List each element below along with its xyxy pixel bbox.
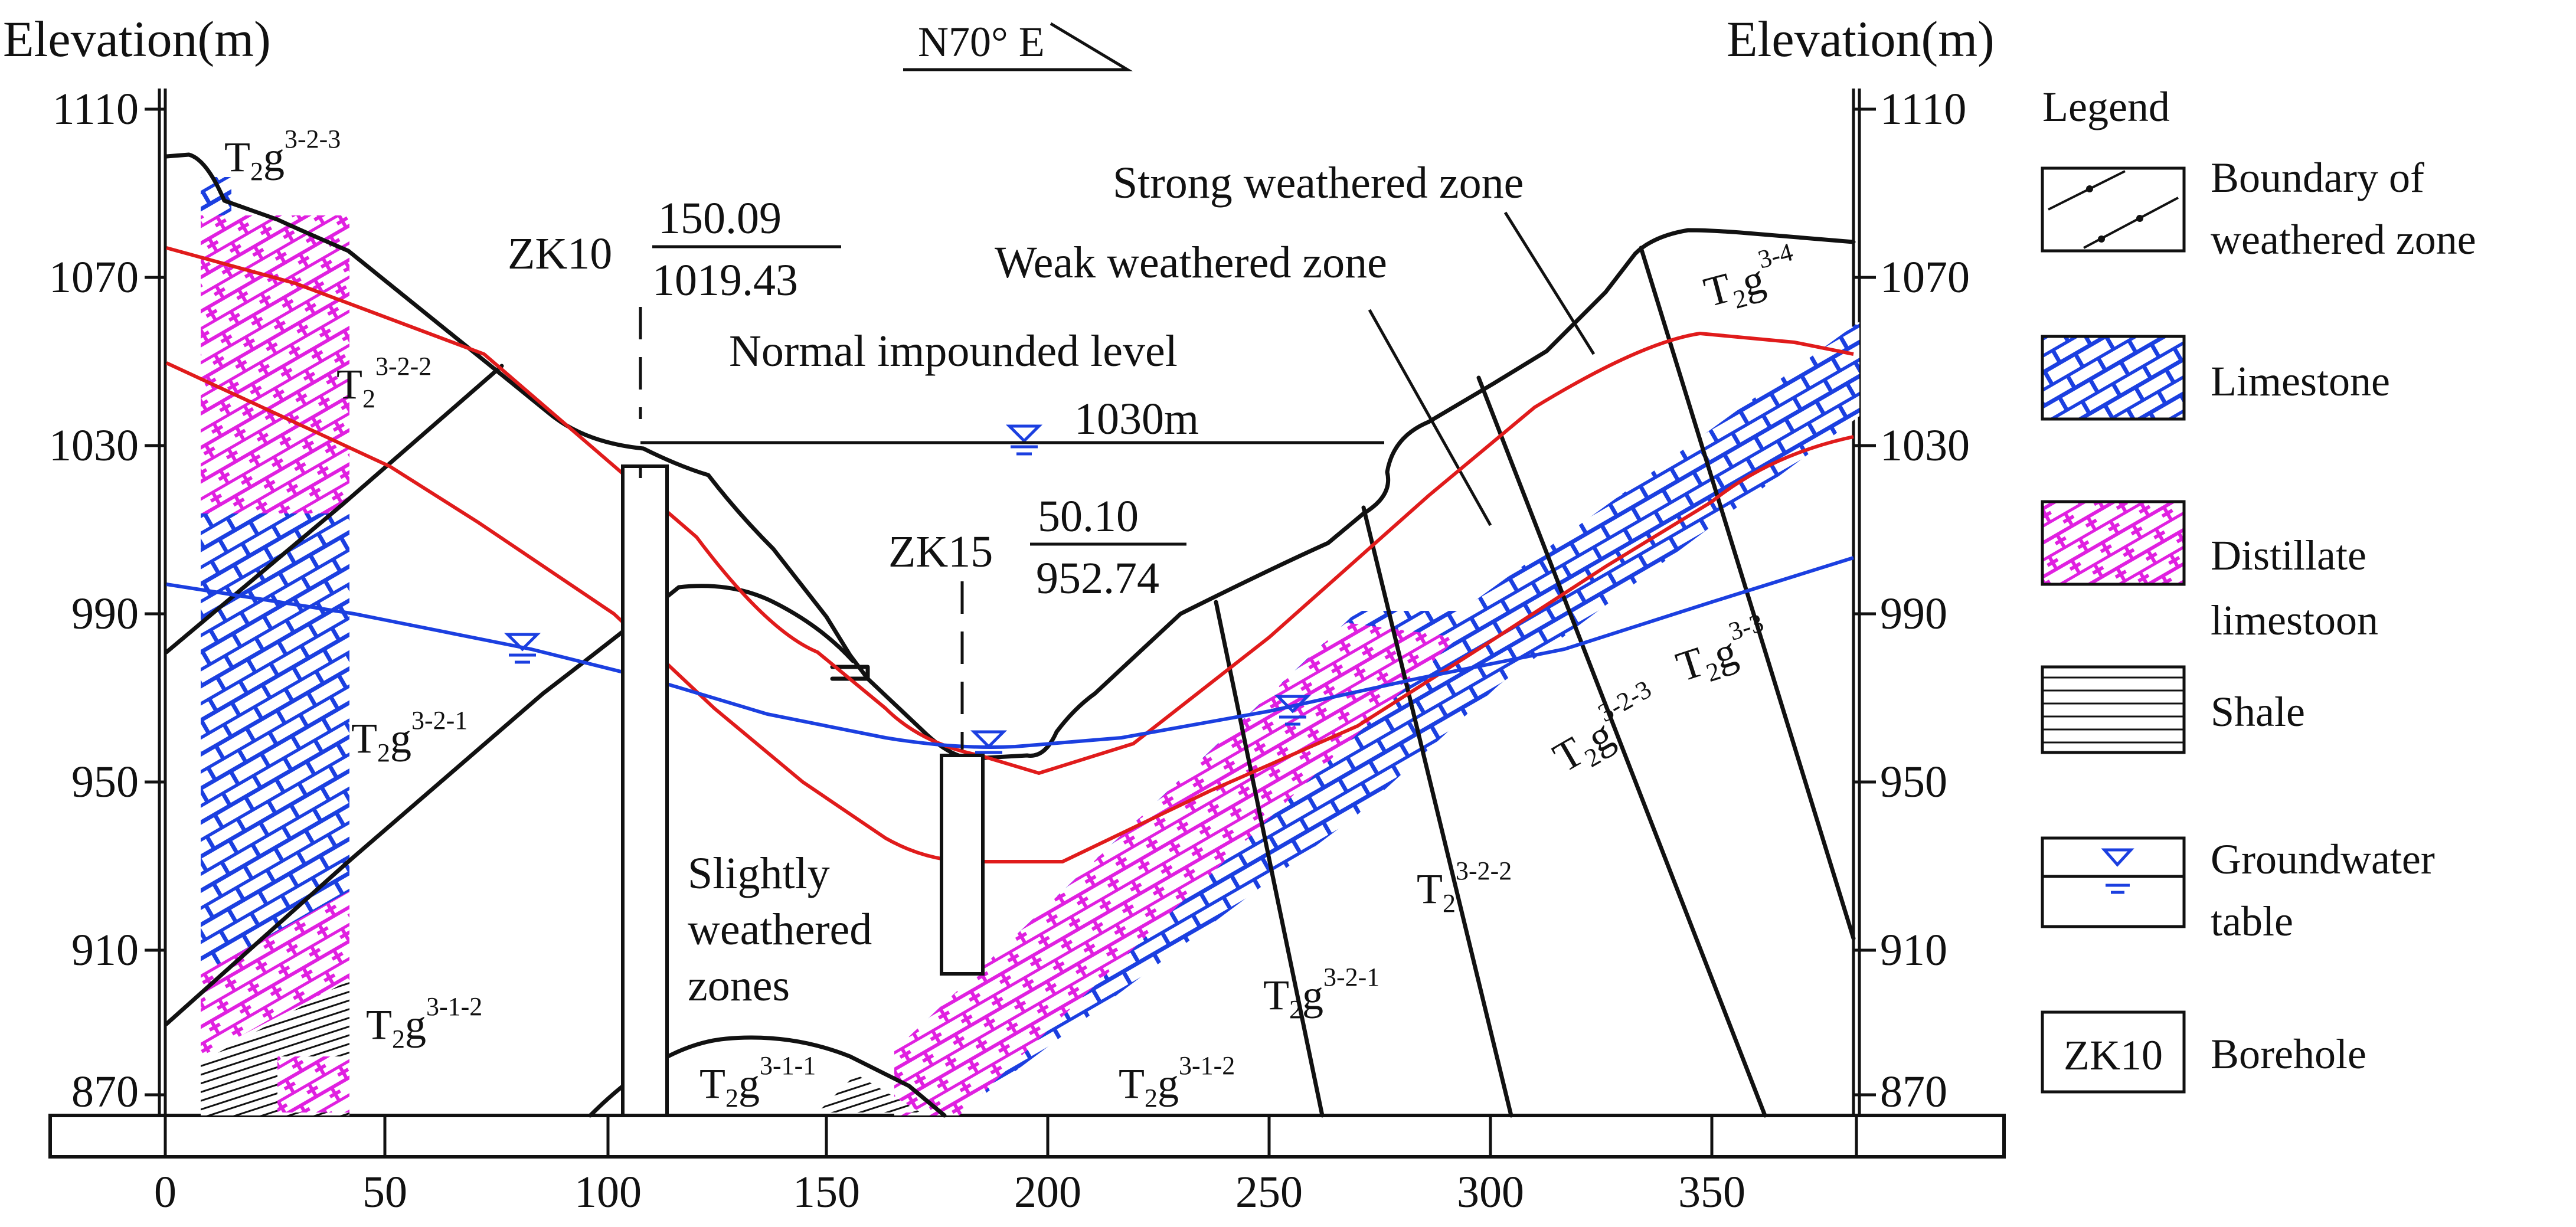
shale-wedge [818,1074,921,1113]
zk15-id: ZK15 [888,527,993,577]
distillate-col-bottom [277,1056,349,1113]
water-table-symbols [504,424,1312,754]
legend-boundary-line1: Boundary of [2211,154,2424,201]
legend-boundary-line2: weathered zone [2211,216,2476,263]
weak-weathered-boundary [165,361,1854,863]
legend-limestone-label: Limestone [2211,358,2390,405]
impounded-level-value: 1030m [1074,394,1199,444]
legend-item-limestone: Limestone [2041,335,2390,421]
x-tick-200: 200 [1014,1167,1081,1217]
direction-arrow [903,22,1133,71]
strong-zone-label: Strong weathered zone [1113,158,1524,208]
y-tick-950-left: 950 [71,757,139,807]
x-tick-50: 50 [362,1167,407,1217]
zk10-bottom-value: 1019.43 [652,256,798,305]
right-axis-title: Elevation(m) [1727,11,1995,67]
legend-groundwater-line1: Groundwater [2211,836,2435,883]
slight-zone-line3: zones [688,961,790,1010]
stratum-t312-left: T2g3-1-2 [366,992,482,1053]
y-tick-990-right: 990 [1880,589,1947,639]
stratum-t323-right: T2g3-2-3 [1541,675,1673,786]
x-tick-100: 100 [574,1167,642,1217]
legend-item-groundwater: Groundwater table [2041,836,2435,945]
legend-item-shale: Shale [2041,665,2305,754]
lithology-fills [201,177,1859,1115]
legend-groundwater-line2: table [2211,898,2293,945]
y-tick-1070-right: 1070 [1880,253,1970,302]
distillate-col-lower [201,891,349,1056]
legend-title: Legend [2042,83,2170,130]
water-symbol-impounded [1005,424,1043,456]
y-tick-1030-right: 1030 [1880,421,1970,470]
water-symbol-right [1274,695,1312,726]
groundwater-line [166,556,1854,749]
y-tick-950-right: 950 [1880,757,1947,807]
legend-borehole-symbol: ZK10 [2064,1032,2163,1079]
stratum-t312-mid: T2g3-1-2 [1119,1051,1235,1113]
x-tick-250: 250 [1235,1167,1303,1217]
y-tick-910-right: 910 [1880,925,1947,975]
zk10-id: ZK10 [508,229,612,279]
x-axis: 0 50 100 150 200 250 300 350 [48,1114,2006,1217]
legend-item-boundary: Boundary of weathered zone [2041,154,2476,263]
ground-surface [164,152,1856,761]
stratum-t323-left: T2g3-2-3 [224,125,341,186]
legend-shale-label: Shale [2211,688,2305,735]
left-axis-title: Elevation(m) [3,11,271,67]
y-tick-1110-right: 1110 [1880,84,1966,134]
legend-distillate-line2: limestoon [2211,597,2378,644]
legend-borehole-label: Borehole [2211,1030,2366,1078]
stratum-t311: T2g3-1-1 [699,1051,816,1113]
y-tick-990-left: 990 [71,589,139,639]
x-tick-150: 150 [793,1167,860,1217]
zk10-top-value: 150.09 [658,194,782,243]
y-tick-1110-left: 1110 [53,84,139,134]
y-tick-1070-left: 1070 [49,253,139,302]
left-axis: 1110 1070 1030 990 950 910 870 [49,84,167,1117]
stratum-t321-right: T2g3-2-1 [1263,963,1379,1024]
x-tick-300: 300 [1457,1167,1524,1217]
borehole-zk10: ZK10 150.09 1019.43 [508,194,841,1117]
y-tick-870-right: 870 [1880,1067,1947,1117]
legend-distillate-line1: Distillate [2211,532,2366,579]
stratum-labels: T2g3-2-3 T23-2-2 T2g3-2-1 T2g3-1-2 T2g3-… [224,125,1804,1113]
x-tick-0: 0 [154,1167,176,1217]
direction-label: N70° E [918,18,1045,66]
slight-zone-line2: weathered [688,905,872,954]
legend-item-distillate: Distillate limestoon [2041,500,2378,644]
impounded-level-label: Normal impounded level [729,326,1178,376]
stratum-t322-left: T23-2-2 [336,352,431,413]
water-symbol-center [970,730,1008,754]
stratum-t34: T2g3-4 [1697,237,1804,321]
distillate-band [894,623,1458,1115]
y-tick-870-left: 870 [71,1067,139,1117]
borehole-zk15: ZK15 50.10 952.74 [888,492,1186,976]
y-tick-910-left: 910 [71,925,139,975]
stratum-t321-left: T2g3-2-1 [351,706,468,767]
weak-zone-label: Weak weathered zone [995,238,1387,287]
legend: Legend Boundary of weathered zone Limest… [2041,83,2476,1094]
x-tick-350: 350 [1678,1167,1745,1217]
y-tick-1030-left: 1030 [49,421,139,470]
slight-zone-line1: Slightly [688,849,830,898]
stratum-t33: T2g3-3 [1668,608,1777,696]
stratum-t322-right: T23-2-2 [1417,856,1512,918]
legend-item-borehole: ZK10 Borehole [2041,1010,2366,1094]
zk15-top-value: 50.10 [1038,492,1139,541]
right-axis: 1110 1070 1030 990 950 910 870 [1852,84,1970,1117]
water-symbol-left [504,633,541,664]
zk15-bottom-value: 952.74 [1036,554,1159,603]
